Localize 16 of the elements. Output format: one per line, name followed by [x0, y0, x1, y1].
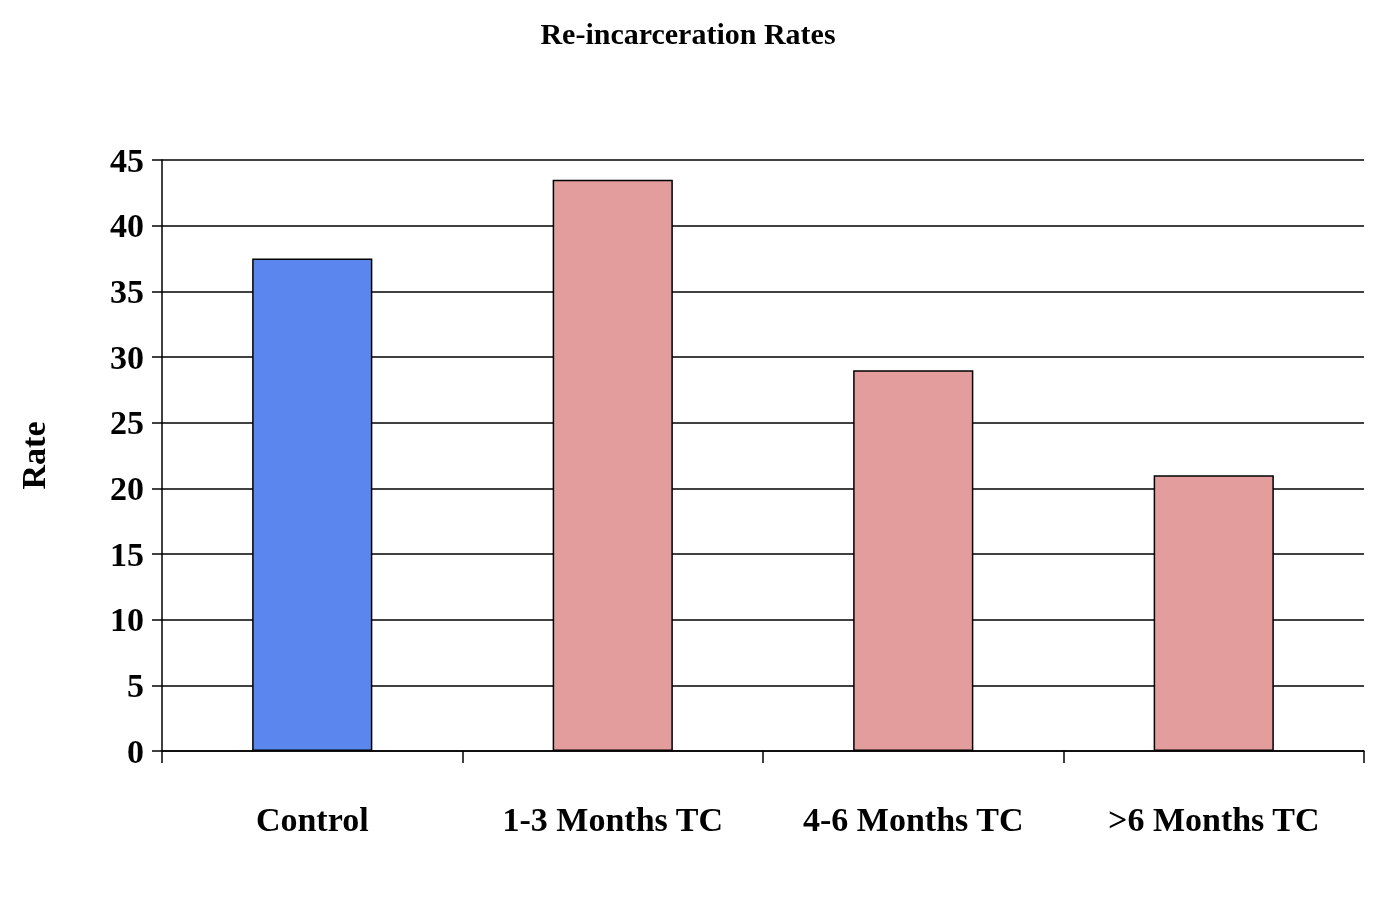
- x-tick-label: 1-3 Months TC: [502, 800, 723, 838]
- y-tick-label: 5: [127, 666, 144, 704]
- y-tick-label: 25: [110, 404, 144, 442]
- y-tick-label: 10: [110, 601, 144, 639]
- y-tick-label: 45: [110, 141, 144, 179]
- y-tick-label: 40: [110, 207, 144, 245]
- chart-title: Re-incarceration Rates: [540, 16, 836, 50]
- y-tick-label: 35: [110, 272, 144, 310]
- y-tick-label: 15: [110, 535, 144, 573]
- x-tick-label: >6 Months TC: [1108, 800, 1320, 838]
- y-tick-label: 20: [110, 469, 144, 507]
- x-tick-label: Control: [255, 800, 369, 838]
- y-tick-label: 30: [110, 338, 144, 376]
- y-tick-label: 0: [127, 732, 144, 770]
- y-axis-title: Rate: [14, 421, 52, 490]
- x-tick-label: 4-6 Months TC: [803, 800, 1024, 838]
